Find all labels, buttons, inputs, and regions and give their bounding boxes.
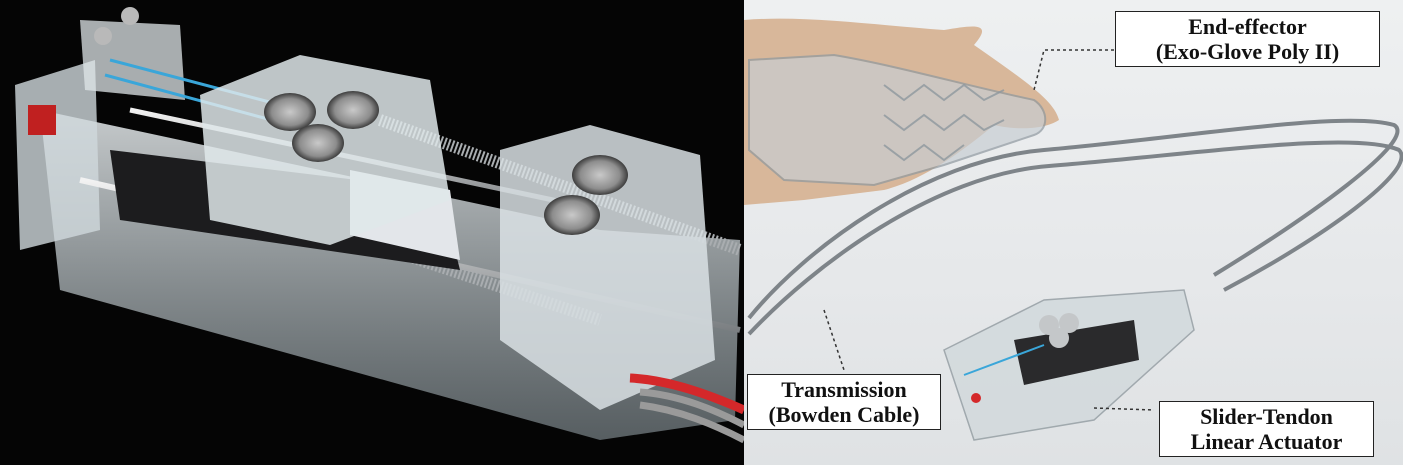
magnet xyxy=(264,93,316,131)
front-block xyxy=(500,125,715,410)
screw xyxy=(94,27,112,45)
transmission-label: Transmission (Bowden Cable) xyxy=(747,374,941,430)
actuator-label-line2: Linear Actuator xyxy=(1190,429,1343,454)
end-effector-label: End-effector (Exo-Glove Poly II) xyxy=(1115,11,1380,67)
leader-line xyxy=(1093,407,1155,411)
system-overview-illustration xyxy=(744,18,1403,441)
actuator-label: Slider-Tendon Linear Actuator xyxy=(1159,401,1374,457)
leader-line xyxy=(1033,49,1114,91)
magnet xyxy=(292,124,344,162)
red-wire xyxy=(629,373,744,415)
end-effector-label-line1: End-effector xyxy=(1188,14,1307,39)
system-overview-photo xyxy=(744,0,1403,465)
leader-line xyxy=(823,309,845,371)
exo-glove xyxy=(748,53,1047,187)
screw xyxy=(121,7,139,25)
actuator-closeup-photo xyxy=(15,7,744,444)
actuator-closeup-illustration xyxy=(15,7,744,444)
ribbon-wire xyxy=(639,401,744,444)
magnet xyxy=(544,195,600,235)
ribbon-wire xyxy=(639,388,744,429)
bowden-cable xyxy=(747,140,1403,336)
bowden-cable xyxy=(747,118,1400,320)
actuator-label-line1: Slider-Tendon xyxy=(1200,404,1333,429)
transmission-label-line1: Transmission xyxy=(781,377,907,402)
magnet xyxy=(1059,313,1079,333)
magnet xyxy=(572,155,628,195)
magnet xyxy=(327,91,379,129)
actuator-motor xyxy=(1014,320,1139,385)
transmission-label-line2: (Bowden Cable) xyxy=(768,402,920,427)
magnet xyxy=(1049,328,1069,348)
tendon xyxy=(963,344,1045,376)
end-effector-label-line2: (Exo-Glove Poly II) xyxy=(1155,39,1340,64)
red-indicator xyxy=(28,105,56,135)
red-indicator xyxy=(971,393,981,403)
